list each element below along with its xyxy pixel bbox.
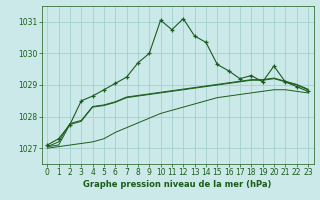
X-axis label: Graphe pression niveau de la mer (hPa): Graphe pression niveau de la mer (hPa) — [84, 180, 272, 189]
